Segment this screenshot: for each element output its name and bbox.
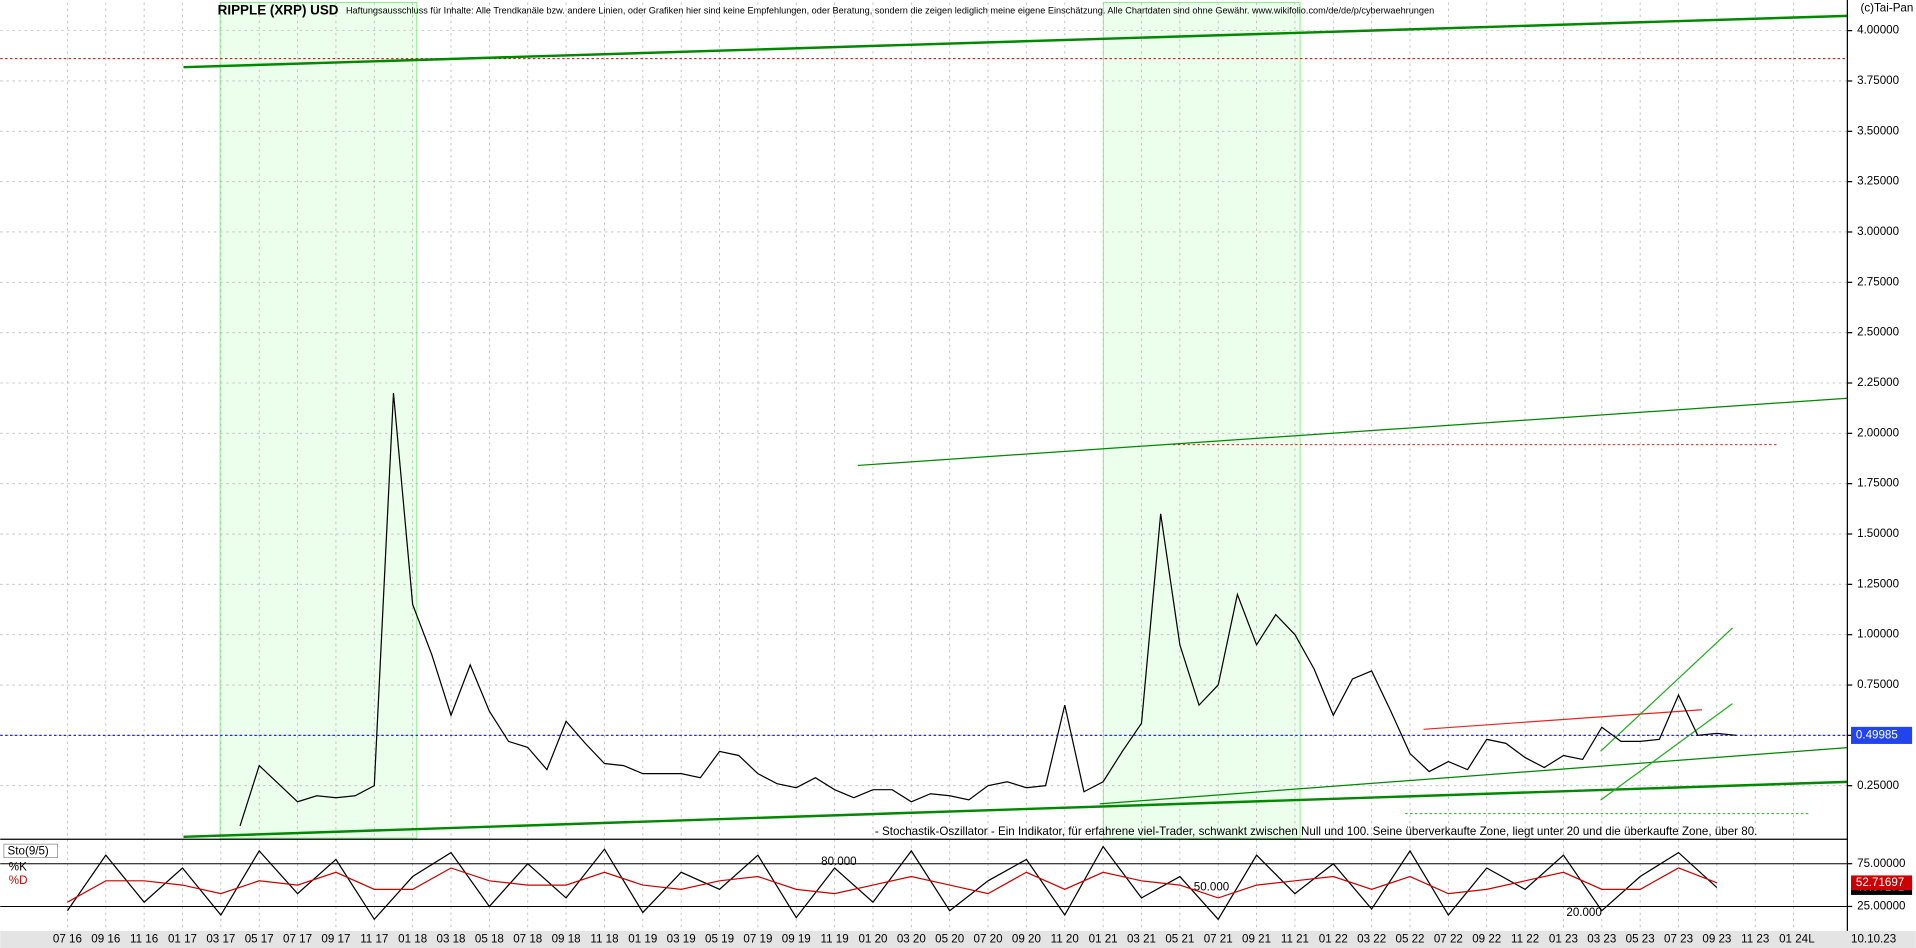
subtitle: Haftungsausschluss für Inhalte: Alle Tre… (346, 5, 1434, 15)
x-tick-label: 07 19 (743, 933, 772, 946)
x-tick-label: 11 18 (590, 933, 618, 946)
y-tick-label: 2.25000 (1857, 376, 1899, 389)
price-line (66, 845, 1718, 921)
trend-line (183, 14, 1848, 69)
x-tick-label: 03 18 (437, 933, 466, 946)
x-tick-label: 11 23 (1741, 933, 1769, 946)
y-tick-label: 1.75000 (1857, 477, 1899, 490)
trend-line (1423, 709, 1703, 730)
copyright: (c)Tai-Pan (1861, 2, 1914, 15)
trend-lines (0, 14, 1848, 839)
chart-title: RIPPLE (XRP) USD (218, 3, 339, 18)
x-tick-label: 09 23 (1702, 933, 1731, 946)
x-tick-label: 01 18 (398, 933, 427, 946)
value-label: 52.71697 (1856, 876, 1904, 889)
x-tick-label: 01 21 (1089, 933, 1118, 946)
x-tick-label: 03 21 (1127, 933, 1156, 946)
x-tick-label: 05 22 (1396, 933, 1425, 946)
legend-label: %K (9, 860, 27, 873)
level-label: 20.000 (1566, 906, 1601, 919)
x-tick-label: 07 23 (1664, 933, 1693, 946)
legend-label: %D (9, 874, 28, 887)
x-tick-label: 07 22 (1434, 933, 1463, 946)
x-tick-label: 05 23 (1626, 933, 1655, 946)
x-tick-label: 05 19 (705, 933, 734, 946)
x-tick-label: 03 23 (1587, 933, 1616, 946)
annotation: - Stochastik-Oszillator - Ein Indikator,… (875, 825, 1757, 838)
x-tick-label: 11 16 (130, 933, 158, 946)
price-line (239, 392, 1737, 827)
indicator-title: Sto(9/5) (8, 845, 49, 858)
x-tick-label: 01 22 (1319, 933, 1348, 946)
x-tick-label: 09 21 (1242, 933, 1271, 946)
y-tick-label: 1.00000 (1857, 628, 1899, 641)
trend-line (183, 780, 1848, 839)
x-tick-label: 09 19 (782, 933, 811, 946)
date-label: 10.10.23 (1851, 933, 1896, 946)
x-tick-label: 07 20 (974, 933, 1003, 946)
x-tick-label: 11 21 (1281, 933, 1309, 946)
x-tick-label: 07 21 (1204, 933, 1233, 946)
last-price-label: 0.49985 (1856, 728, 1898, 741)
trend-line (1099, 747, 1848, 805)
x-tick-label: 11 20 (1051, 933, 1079, 946)
x-tick-label: 01 17 (168, 933, 197, 946)
x-tick-label: 05 21 (1165, 933, 1194, 946)
y-tick-label: 3.00000 (1857, 225, 1899, 238)
x-tick-label: 03 19 (667, 933, 696, 946)
x-tick-label: 05 18 (475, 933, 504, 946)
y-tick-label: 3.25000 (1857, 175, 1899, 188)
y-tick-label: 1.25000 (1857, 577, 1899, 590)
y-tick-label: 75.00000 (1857, 857, 1905, 870)
trend-line (1600, 627, 1733, 752)
y-tick-label: 2.50000 (1857, 326, 1899, 339)
x-axis-band (0, 930, 1916, 948)
y-tick-label: 3.75000 (1857, 74, 1899, 87)
x-tick-label: 07 18 (513, 933, 542, 946)
trend-line (857, 397, 1848, 467)
x-tick-label: 03 20 (897, 933, 926, 946)
y-tick-label: 2.75000 (1857, 275, 1899, 288)
x-tick-label: 01 24 (1779, 933, 1809, 946)
x-tick-label: 05 20 (935, 933, 964, 946)
x-tick-label: 03 22 (1357, 933, 1386, 946)
x-tick-label: 11 19 (821, 933, 849, 946)
x-tick-label: 09 22 (1472, 933, 1501, 946)
level-label: 50.000 (1194, 881, 1229, 894)
y-tick-label: 3.50000 (1857, 124, 1899, 137)
x-tick-label: 11 22 (1511, 933, 1539, 946)
trend-line (1600, 703, 1733, 801)
y-tick-label: 25.00000 (1857, 900, 1905, 913)
y-tick-label: 4.00000 (1857, 24, 1899, 37)
zone (219, 1, 418, 839)
x-tick-label: 09 16 (91, 933, 120, 946)
x-tick-label: 07 16 (53, 933, 82, 946)
scale-mark: L (1808, 933, 1815, 946)
highlight-zones (219, 1, 1301, 839)
x-tick-label: 01 23 (1549, 933, 1578, 946)
price-line (67, 867, 1718, 903)
x-tick-label: 01 19 (628, 933, 657, 946)
level-label: 80.000 (821, 855, 856, 868)
indicator-box (3, 843, 59, 858)
x-tick-label: 09 20 (1012, 933, 1041, 946)
value-box (1851, 875, 1913, 891)
x-tick-label: 09 17 (321, 933, 350, 946)
x-tick-label: 01 20 (858, 933, 887, 946)
x-tick-label: 07 17 (283, 933, 312, 946)
x-tick-label: 09 18 (552, 933, 581, 946)
zone (1102, 1, 1301, 839)
x-tick-label: 03 17 (206, 933, 235, 946)
x-tick-label: 11 17 (360, 933, 388, 946)
x-tick-label: 05 17 (245, 933, 274, 946)
price-box (1851, 726, 1913, 744)
y-tick-label: 0.75000 (1857, 678, 1899, 691)
y-tick-label: 1.50000 (1857, 527, 1899, 540)
y-tick-label: 2.00000 (1857, 426, 1899, 439)
y-tick-label: 0.25000 (1857, 779, 1899, 792)
